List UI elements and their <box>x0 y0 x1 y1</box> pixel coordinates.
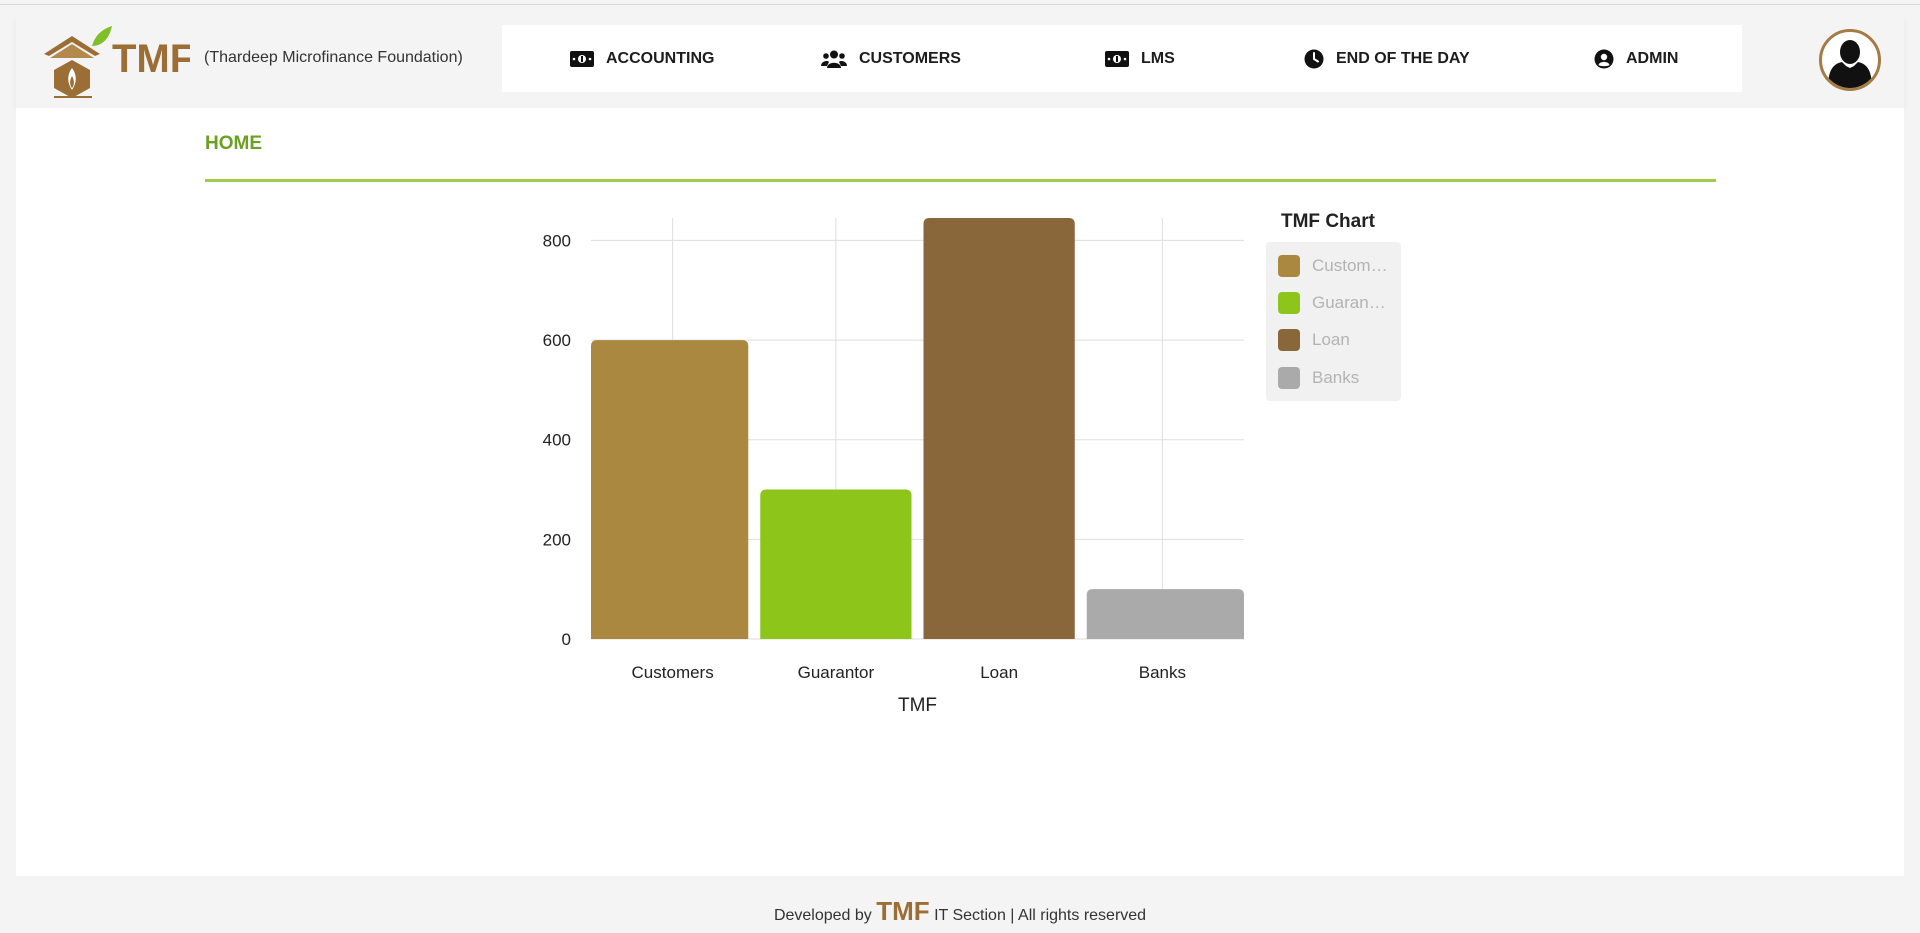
nav-lms-label: LMS <box>1141 49 1175 67</box>
footer-brand: TMF <box>876 896 930 926</box>
nav-customers-label: CUSTOMERS <box>859 49 961 67</box>
user-avatar[interactable] <box>1819 29 1881 91</box>
app-header: TMF (Thardeep Microfinance Foundation) A… <box>16 6 1904 108</box>
nav-accounting[interactable]: ACCOUNTING <box>570 25 714 92</box>
x-axis-title: TMF <box>898 695 937 716</box>
legend-swatch <box>1278 292 1300 314</box>
nav-accounting-label: ACCOUNTING <box>606 49 715 67</box>
legend-swatch <box>1278 367 1300 389</box>
main-nav: ACCOUNTING CUSTOMERS LMS <box>502 25 1742 92</box>
nav-end-of-day[interactable]: END OF THE DAY <box>1304 25 1470 92</box>
user-circle-icon <box>1594 49 1614 68</box>
nav-lms[interactable]: LMS <box>1105 25 1175 92</box>
y-tick-label: 600 <box>543 331 571 350</box>
nav-admin-label: ADMIN <box>1626 49 1679 67</box>
breadcrumb-divider <box>205 179 1716 182</box>
bar-loan[interactable] <box>923 218 1075 639</box>
user-silhouette-icon <box>1828 40 1872 88</box>
x-tick-label: Banks <box>1139 663 1186 682</box>
users-icon <box>821 50 847 68</box>
y-tick-label: 800 <box>543 231 571 250</box>
bar-guarantor[interactable] <box>760 489 912 639</box>
tmf-logo[interactable]: TMF <box>40 24 194 98</box>
bar-customers[interactable] <box>591 340 749 639</box>
chart-bars <box>591 218 1244 639</box>
legend-swatch <box>1278 255 1300 277</box>
legend-swatch <box>1278 329 1300 351</box>
nav-end-of-day-label: END OF THE DAY <box>1336 49 1470 67</box>
logo-text: TMF <box>112 37 190 81</box>
legend-item-customers[interactable]: Custom… <box>1278 255 1396 277</box>
y-tick-label: 200 <box>543 530 571 549</box>
money-bill-icon <box>570 50 594 67</box>
legend-label: Loan <box>1312 330 1350 349</box>
legend-item-banks[interactable]: Banks <box>1278 367 1396 389</box>
legend-title: TMF Chart <box>1281 211 1375 232</box>
bar-chart: 0 200 400 600 800 Customers Guarantor Loan Banks… <box>543 218 1244 716</box>
x-tick-label: Loan <box>980 663 1018 682</box>
clock-icon <box>1304 49 1324 68</box>
footer-prefix: Developed by <box>773 907 872 924</box>
main-content: HOME 0 200 400 600 800 Customers Guarantor Loan… <box>16 108 1904 876</box>
chart-labels: 0 200 400 600 800 Customers Guarantor Loan Banks… <box>543 231 1186 716</box>
legend-label: Guaran… <box>1312 293 1386 312</box>
footer-text: Developed by TMF IT Section | All rights… <box>16 896 1904 927</box>
page-footer: Developed by TMF IT Section | All rights… <box>16 876 1904 933</box>
nav-admin[interactable]: ADMIN <box>1594 25 1678 92</box>
nav-customers[interactable]: CUSTOMERS <box>821 25 961 92</box>
x-tick-label: Guarantor <box>798 663 875 682</box>
bar-banks[interactable] <box>1086 589 1244 639</box>
legend-item-guarantor[interactable]: Guaran… <box>1278 292 1396 314</box>
org-name: (Thardeep Microfinance Foundation) <box>204 49 463 66</box>
legend-label: Custom… <box>1312 256 1388 275</box>
breadcrumb-home[interactable]: HOME <box>205 133 262 154</box>
money-bill-icon <box>1105 50 1129 67</box>
y-tick-label: 0 <box>562 630 571 649</box>
footer-suffix: IT Section | All rights reserved <box>934 907 1147 924</box>
top-border <box>0 4 1920 5</box>
legend-label: Banks <box>1312 368 1360 387</box>
legend-item-loan[interactable]: Loan <box>1278 329 1396 351</box>
x-tick-label: Customers <box>632 663 714 682</box>
y-tick-label: 400 <box>543 431 571 450</box>
